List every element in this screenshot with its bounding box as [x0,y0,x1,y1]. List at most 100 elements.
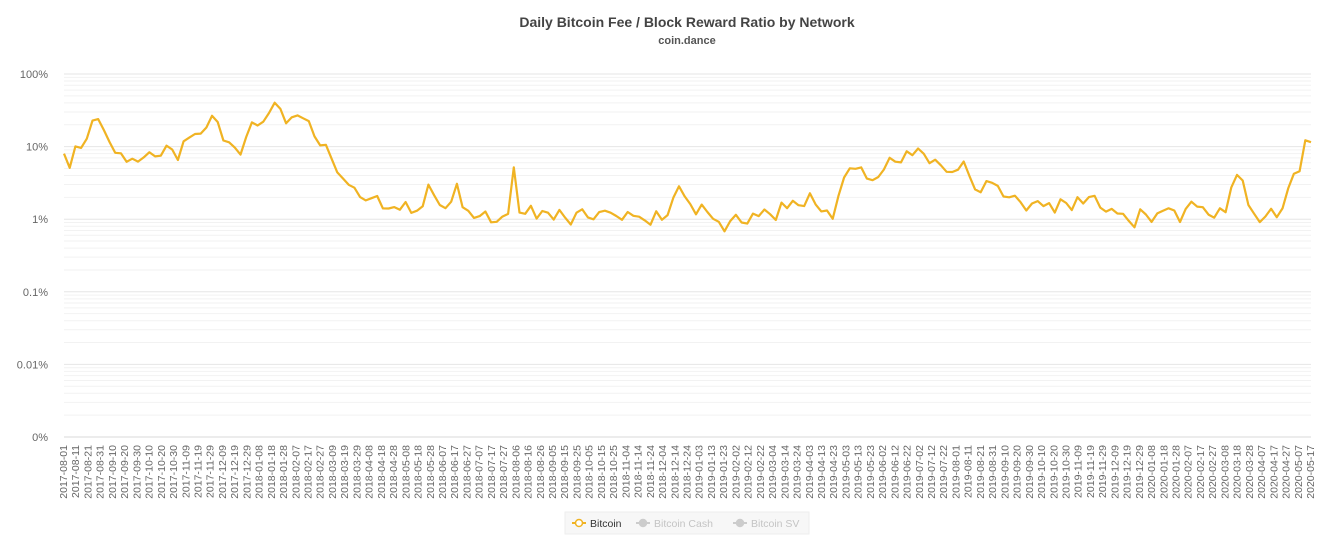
x-tick-label: 2019-04-13 [816,445,828,499]
x-tick-label: 2018-10-05 [584,445,596,499]
x-tick-label: 2018-10-25 [608,445,620,499]
x-tick-label: 2018-05-08 [400,445,412,499]
legend-marker-icon [638,518,648,528]
legend-label: Bitcoin [590,518,622,530]
x-tick-label: 2019-10-30 [1060,445,1072,499]
x-tick-label: 2017-12-29 [241,445,253,499]
x-tick-label: 2017-08-31 [95,445,107,499]
legend-box [564,511,810,535]
x-tick-label: 2018-04-08 [364,445,376,499]
x-tick-label: 2018-02-17 [303,445,315,499]
x-tick-label: 2018-11-24 [645,445,657,498]
x-tick-label: 2018-10-15 [596,445,608,499]
x-tick-label: 2019-09-10 [999,445,1011,499]
x-tick-label: 2018-06-07 [437,445,449,499]
x-tick-label: 2018-02-27 [315,445,327,499]
x-tick-label: 2017-11-19 [192,445,204,498]
x-tick-label: 2019-10-20 [1048,445,1060,499]
x-tick-label: 2020-04-07 [1256,445,1268,499]
x-tick-label: 2019-02-22 [755,445,767,499]
x-tick-label: 2019-07-22 [938,445,950,499]
y-tick-label: 0.1% [23,287,48,299]
x-tick-label: 2020-03-18 [1232,445,1244,499]
x-tick-label: 2020-01-18 [1158,445,1170,499]
x-tick-label: 2019-08-11 [963,445,975,498]
x-tick-label: 2019-03-24 [792,445,804,499]
chart-title: Daily Bitcoin Fee / Block Reward Ratio b… [519,14,855,30]
x-tick-label: 2018-12-14 [669,445,681,499]
x-tick-label: 2018-08-26 [535,445,547,499]
x-tick-label: 2019-07-12 [926,445,938,499]
x-tick-label: 2019-11-09 [1073,445,1085,498]
legend-item-bitcoin[interactable]: Bitcoin [572,518,622,530]
x-tick-label: 2019-05-23 [865,445,877,499]
x-tick-label: 2017-08-01 [58,445,70,499]
y-tick-label: 0.01% [17,359,48,371]
chart-subtitle: coin.dance [658,35,715,47]
legend-label: Bitcoin SV [751,518,799,530]
x-tick-label: 2019-02-02 [730,445,742,499]
x-tick-label: 2018-12-04 [657,445,669,499]
x-tick-label: 2018-11-04 [620,445,632,498]
x-tick-label: 2017-10-20 [156,445,168,499]
x-tick-label: 2019-03-14 [779,445,791,499]
x-tick-label: 2018-03-29 [351,445,363,499]
x-tick-label: 2019-01-13 [706,445,718,499]
legend-label: Bitcoin Cash [654,518,713,530]
x-tick-label: 2017-10-10 [144,445,156,499]
x-tick-label: 2019-01-23 [718,445,730,499]
x-tick-label: 2017-10-30 [168,445,180,499]
x-tick-label: 2017-11-09 [180,445,192,498]
x-tick-label: 2017-08-21 [82,445,94,499]
x-tick-label: 2020-05-07 [1293,445,1305,499]
x-tick-label: 2018-08-16 [523,445,535,499]
x-tick-label: 2019-04-03 [804,445,816,499]
x-tick-label: 2018-07-07 [474,445,486,499]
y-tick-label: 1% [32,214,48,226]
x-tick-label: 2019-12-19 [1122,445,1134,499]
x-tick-label: 2018-06-27 [461,445,473,499]
x-tick-label: 2017-09-10 [107,445,119,499]
x-tick-label: 2017-12-09 [217,445,229,499]
x-tick-label: 2019-05-03 [840,445,852,499]
x-tick-label: 2020-04-17 [1268,445,1280,499]
y-tick-label: 10% [26,142,48,154]
x-tick-label: 2017-09-30 [131,445,143,499]
legend-item-bitcoin-sv[interactable]: Bitcoin SV [733,518,799,530]
y-tick-label: 0% [32,432,48,444]
x-tick-label: 2018-12-24 [682,445,694,499]
series-line-bitcoin [62,101,1312,233]
x-tick-label: 2019-01-03 [694,445,706,499]
x-tick-label: 2017-09-20 [119,445,131,499]
x-tick-label: 2018-06-17 [449,445,461,499]
x-tick-label: 2017-08-11 [70,445,82,498]
x-tick-label: 2018-09-15 [559,445,571,499]
x-tick-label: 2019-08-21 [975,445,987,499]
x-tick-label: 2020-04-27 [1281,445,1293,499]
x-tick-label: 2019-09-20 [1012,445,1024,499]
x-tick-label: 2019-12-29 [1134,445,1146,499]
x-tick-label: 2018-02-07 [290,445,302,499]
x-tick-label: 2020-01-28 [1171,445,1183,499]
y-axis: 100% 10% 1% 0.1% 0.01% 0% [17,69,48,444]
y-tick-label: 100% [20,69,48,81]
x-tick-label: 2019-03-04 [767,445,779,499]
x-tick-label: 2019-11-19 [1085,445,1097,498]
legend-item-bitcoin-cash[interactable]: Bitcoin Cash [636,518,713,530]
x-tick-label: 2018-04-28 [388,445,400,499]
x-tick-label: 2018-04-18 [376,445,388,499]
x-tick-label: 2018-08-06 [510,445,522,499]
x-tick-label: 2019-06-12 [889,445,901,499]
x-tick-label: 2019-02-12 [743,445,755,499]
x-tick-label: 2018-01-08 [254,445,266,499]
x-tick-label: 2020-02-17 [1195,445,1207,499]
x-tick-label: 2020-02-07 [1183,445,1195,499]
x-tick-label: 2019-06-02 [877,445,889,499]
x-tick-label: 2018-01-28 [278,445,290,499]
x-tick-label: 2020-03-28 [1244,445,1256,499]
x-tick-label: 2017-11-29 [205,445,217,498]
x-tick-label: 2018-05-18 [413,445,425,499]
x-tick-label: 2020-02-27 [1207,445,1219,499]
